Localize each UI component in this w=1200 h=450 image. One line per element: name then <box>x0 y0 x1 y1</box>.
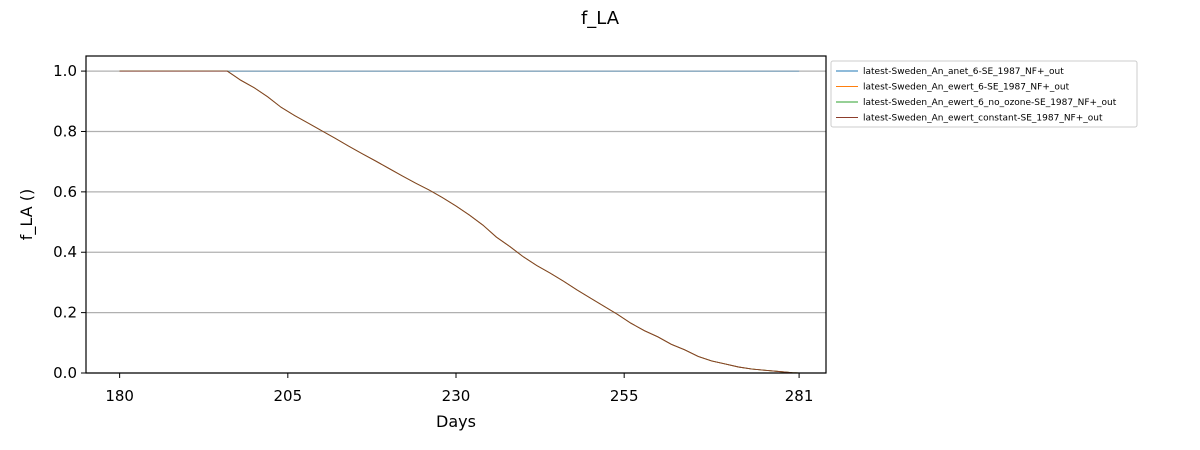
x-tick-label: 255 <box>610 387 639 405</box>
y-axis-label: f_LA () <box>17 189 37 240</box>
series-lines <box>119 70 800 374</box>
y-axis-ticks: 0.0 0.2 0.4 0.6 0.8 1.0 <box>53 62 86 382</box>
legend-entry-label: latest-Sweden_An_anet_6-SE_1987_NF+_out <box>863 67 1064 77</box>
legend-entry-label: latest-Sweden_An_ewert_6_no_ozone-SE_198… <box>863 98 1117 108</box>
y-tick-label: 0.0 <box>53 364 77 382</box>
y-tick-label: 1.0 <box>53 62 77 80</box>
series-line-3 <box>119 70 800 374</box>
x-axis-ticks: 180 205 230 255 281 <box>105 373 813 405</box>
chart-title: f_LA <box>581 8 620 29</box>
series-line-2 <box>119 70 800 374</box>
y-tick-label: 0.4 <box>53 243 77 261</box>
x-tick-label: 205 <box>273 387 302 405</box>
legend-entry-label: latest-Sweden_An_ewert_6-SE_1987_NF+_out <box>863 83 1070 93</box>
grid-lines <box>86 70 826 374</box>
y-tick-label: 0.6 <box>53 183 77 201</box>
x-axis-label: Days <box>436 412 476 431</box>
legend-box <box>830 60 1138 128</box>
y-tick-label: 0.2 <box>53 304 77 322</box>
plot-area-frame <box>85 55 827 374</box>
series-line-4 <box>119 70 800 374</box>
legend-entry-label: latest-Sweden_An_ewert_constant-SE_1987_… <box>863 114 1103 124</box>
y-tick-label: 0.8 <box>53 122 77 140</box>
x-tick-label: 230 <box>442 387 471 405</box>
x-tick-label: 180 <box>105 387 134 405</box>
x-tick-label: 281 <box>785 387 814 405</box>
legend: latest-Sweden_An_anet_6-SE_1987_NF+_outl… <box>830 60 1138 128</box>
